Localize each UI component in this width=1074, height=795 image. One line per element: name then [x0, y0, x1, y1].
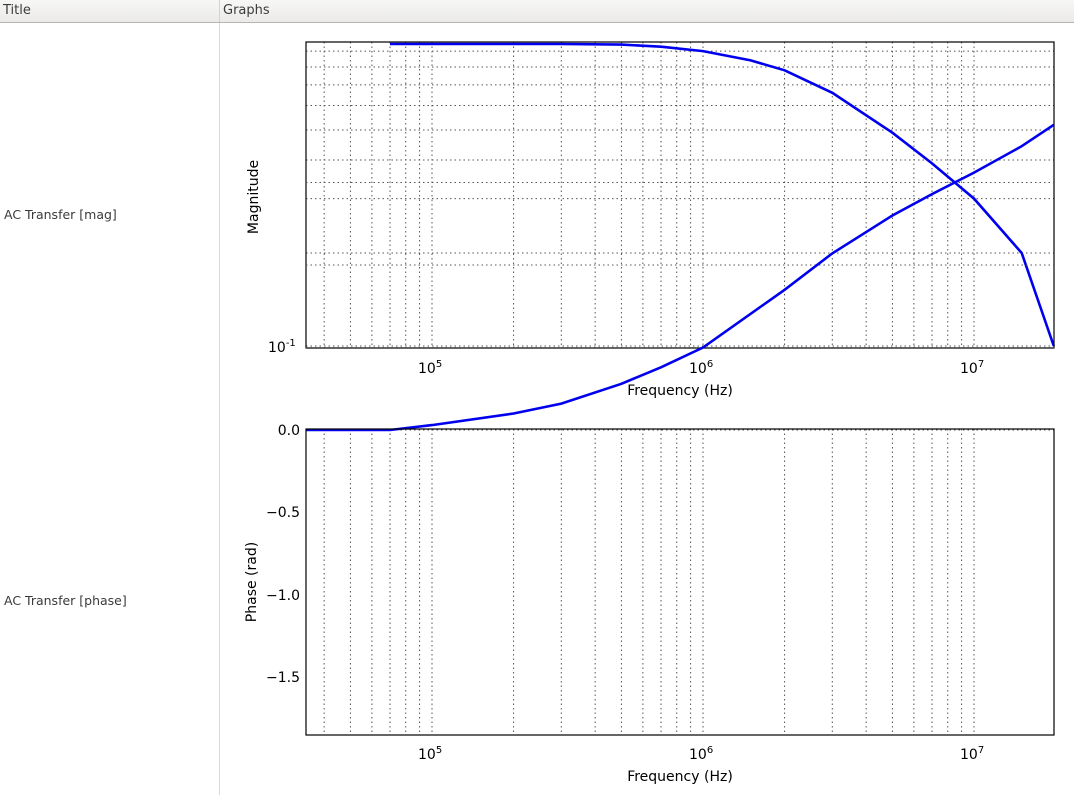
phase-xtick-1e6: 106	[689, 745, 713, 763]
column-header-title[interactable]: Title	[0, 0, 220, 22]
mag-xtick-1e5: 105	[418, 359, 442, 377]
phase-ytick-2: −1.0	[266, 588, 300, 604]
mag-xlabel: Frequency (Hz)	[627, 383, 733, 399]
phase-ytick-1: −0.5	[266, 505, 300, 521]
phase-ytick-3: −1.5	[266, 670, 300, 686]
row-title-mag: AC Transfer [mag]	[4, 207, 117, 222]
row-title-phase: AC Transfer [phase]	[4, 593, 127, 608]
mag-ylabel: Magnitude	[246, 160, 262, 234]
mag-xtick-1e6: 106	[689, 359, 713, 377]
phase-curve	[306, 123, 1055, 432]
phase-axes-frame	[305, 428, 1055, 736]
phase-ylabel: Phase (rad)	[244, 542, 260, 622]
phase-xtick-1e7: 107	[960, 745, 984, 763]
column-header-graphs[interactable]: Graphs	[223, 3, 270, 18]
magnitude-plot: 10-1 105 106 107 Frequency (Hz) Magnitud…	[246, 41, 1056, 399]
table-header: Title Graphs	[0, 0, 1074, 23]
mag-xtick-1e7: 107	[960, 359, 984, 377]
column-divider	[219, 23, 220, 795]
magnitude-axes-frame	[305, 41, 1055, 349]
magnitude-curve	[390, 42, 1056, 347]
phase-plot: 0.0 −0.5 −1.0 −1.5 105 106 107 Frequency…	[244, 123, 1055, 785]
phase-xlabel: Frequency (Hz)	[627, 769, 733, 785]
phase-xtick-1e5: 105	[418, 745, 442, 763]
mag-ytick-label: 10-1	[268, 338, 296, 356]
phase-ytick-0: 0.0	[278, 423, 300, 439]
